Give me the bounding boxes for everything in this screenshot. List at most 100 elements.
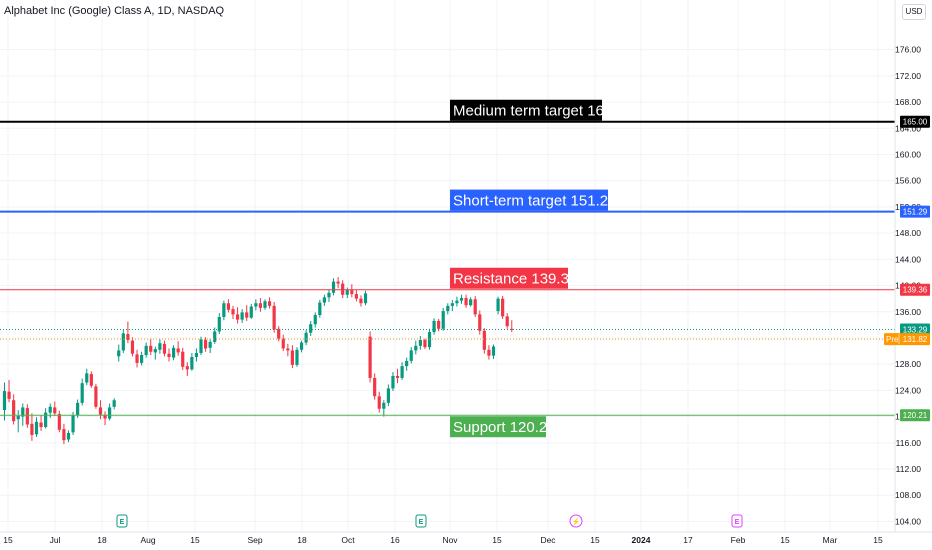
candle-body — [400, 366, 404, 378]
candle-body — [89, 374, 93, 386]
chart-title: Alphabet Inc (Google) Class A, 1D, NASDA… — [4, 5, 225, 17]
candle-body — [94, 386, 98, 407]
candle-body — [318, 302, 322, 316]
candle-body — [386, 388, 390, 403]
candle-body — [30, 423, 34, 435]
y-tick-label: 128.00 — [895, 359, 921, 369]
candle-body — [149, 345, 153, 352]
x-tick-label: Feb — [731, 535, 746, 545]
candle-body — [327, 292, 331, 298]
medium-price-badge-label: 165.00 — [903, 118, 928, 127]
earnings-event-glyph: E — [735, 519, 740, 526]
x-tick-label: Nov — [442, 535, 458, 545]
candle-body — [450, 303, 454, 306]
candle-body — [121, 333, 125, 351]
candle-body — [382, 402, 386, 409]
candle-body — [482, 330, 486, 350]
candle-body — [76, 402, 80, 416]
grid — [0, 0, 895, 532]
candle-body — [281, 338, 285, 349]
x-tick-label: Dec — [540, 535, 556, 545]
candle-body — [395, 375, 400, 378]
candle-body — [12, 400, 16, 422]
y-tick-label: 160.00 — [895, 150, 921, 160]
candle-body — [478, 314, 482, 331]
candle-body — [167, 353, 171, 357]
x-tick-label: 15 — [190, 535, 200, 545]
candle-body — [235, 314, 240, 320]
candle-body — [249, 306, 253, 318]
dividend-event-glyph: ⚡ — [572, 517, 581, 526]
last-price-badge-label: 133.29 — [903, 326, 928, 335]
candle-body — [162, 343, 167, 354]
candle-body — [405, 360, 409, 367]
y-tick-label: 116.00 — [896, 438, 922, 448]
candle-body — [71, 415, 75, 433]
events-layer: E E ⚡ E — [116, 514, 743, 528]
candle-body — [459, 298, 464, 301]
candle-body — [432, 320, 436, 333]
candle-body — [496, 298, 500, 312]
candle-body — [377, 396, 381, 409]
y-tick-label: 112.00 — [896, 464, 922, 474]
earnings-event-icon — [415, 514, 427, 528]
candle-body — [414, 345, 418, 351]
candle-body — [135, 354, 139, 363]
premarket-prefix: Pre — [886, 335, 899, 344]
x-tick-label: 18 — [97, 535, 107, 545]
candle-body — [286, 348, 290, 351]
candle-body — [213, 331, 217, 342]
y-tick-label: 108.00 — [895, 490, 921, 500]
candle-body — [295, 349, 299, 365]
x-tick-label: 15 — [3, 535, 13, 545]
x-tick-label: Jul — [50, 535, 61, 545]
x-tick-label: 15 — [590, 535, 600, 545]
candle-body — [130, 340, 135, 354]
candle-body — [359, 298, 363, 304]
candle-body — [140, 355, 144, 363]
horizontal-lines-layer: Medium term target 165 Short-term target … — [0, 99, 895, 438]
candle-body — [66, 432, 71, 440]
candle-body — [336, 281, 340, 284]
earnings-event-glyph: E — [120, 519, 125, 526]
x-tick-label: Sep — [247, 535, 262, 545]
time-axis[interactable]: 15 Jul 18 Aug 15 Sep 18 Oct 16 Nov 15 Dec 15 2024 17 Fe… — [0, 531, 932, 545]
candle-body — [313, 315, 317, 325]
candle-body — [53, 407, 57, 414]
candle-body — [226, 303, 231, 310]
candle-body — [491, 346, 496, 356]
candle-body — [199, 339, 203, 354]
candle-body — [190, 356, 194, 370]
candle-body — [112, 400, 116, 407]
y-tick-label: 136.00 — [895, 307, 921, 317]
premarket-badge-label: 131.82 — [903, 335, 928, 344]
y-tick-label: 144.00 — [895, 254, 921, 264]
candle-body — [194, 353, 199, 357]
candle-body — [181, 351, 185, 367]
candle-body — [103, 414, 107, 419]
candle-body — [418, 339, 422, 346]
candle-body — [98, 407, 103, 415]
candle-body — [441, 311, 445, 329]
resistance-price-badge-label: 139.36 — [903, 286, 928, 295]
candle-body — [258, 303, 263, 308]
dividend-event-icon — [569, 514, 583, 528]
candle-body — [263, 301, 267, 308]
candle-body — [391, 375, 395, 389]
candle-body — [437, 320, 441, 329]
candle-body — [304, 332, 308, 343]
short-annotation-bg — [450, 189, 608, 211]
currency-button[interactable]: USD — [902, 4, 926, 20]
candle-body — [203, 339, 208, 349]
candle-body — [473, 299, 477, 315]
candle-body — [331, 281, 336, 293]
candle-body — [39, 422, 43, 428]
candle-body — [505, 316, 509, 327]
candle-body — [48, 406, 52, 413]
candle-body — [267, 301, 272, 306]
candle-body — [144, 345, 148, 356]
candle-body — [57, 413, 61, 430]
candle-body — [254, 303, 258, 307]
price-axis[interactable]: 104.00108.00112.00116.00120.00124.00128.… — [884, 0, 930, 532]
